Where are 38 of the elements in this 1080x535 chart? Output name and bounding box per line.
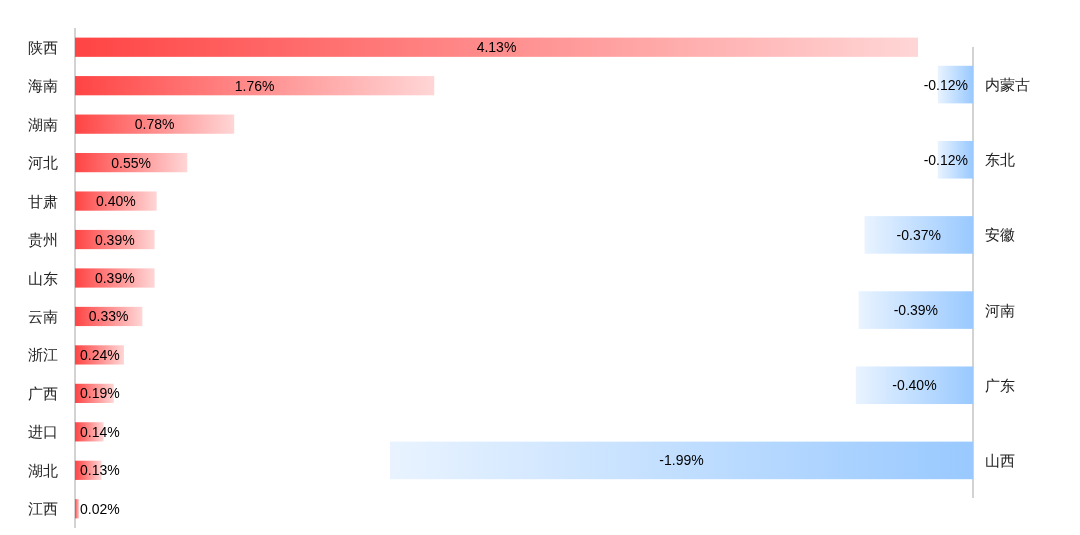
- y-tick-label: 河南: [985, 301, 1015, 319]
- data-label: 0.24%: [80, 346, 120, 363]
- y-tick-label: 湖南: [28, 115, 58, 133]
- data-label: 0.14%: [80, 423, 120, 440]
- data-label: 0.55%: [111, 154, 151, 171]
- data-label: 0.39%: [94, 231, 135, 248]
- data-label: 4.13%: [476, 39, 517, 56]
- y-tick-label: 云南: [28, 307, 58, 325]
- data-label: -1.99%: [659, 452, 704, 469]
- y-tick-label: 海南: [28, 77, 58, 95]
- data-label: 0.02%: [80, 500, 120, 517]
- y-tick-label: 贵州: [28, 231, 58, 249]
- data-label: -0.40%: [892, 377, 937, 394]
- y-tick-label: 江西: [28, 500, 58, 518]
- y-tick-label: 陕西: [28, 38, 58, 56]
- y-tick-label: 东北: [985, 151, 1015, 169]
- data-label: 1.76%: [234, 77, 275, 94]
- y-tick-label: 进口: [28, 423, 58, 441]
- data-label: -0.39%: [893, 302, 939, 319]
- y-tick-label: 广东: [985, 376, 1015, 394]
- data-label: -0.12%: [923, 151, 968, 168]
- data-label: 0.78%: [134, 116, 175, 133]
- data-label: 0.33%: [88, 308, 129, 325]
- y-tick-label: 内蒙古: [985, 76, 1030, 94]
- data-label: 0.19%: [80, 385, 120, 402]
- y-tick-label: 安徽: [985, 226, 1015, 244]
- data-label: 0.13%: [80, 462, 120, 479]
- y-tick-label: 河北: [28, 154, 58, 172]
- y-tick-label: 广西: [28, 384, 58, 402]
- data-label: 0.39%: [94, 270, 135, 286]
- y-tick-label: 浙江: [28, 346, 58, 364]
- data-label: -0.37%: [896, 226, 941, 243]
- data-label: -0.12%: [923, 76, 968, 93]
- y-tick-label: 山西: [985, 451, 1015, 469]
- y-tick-label: 山东: [28, 269, 58, 287]
- data-label: 0.40%: [95, 193, 136, 210]
- y-tick-label: 湖北: [28, 461, 58, 479]
- y-tick-label: 甘肃: [28, 192, 58, 210]
